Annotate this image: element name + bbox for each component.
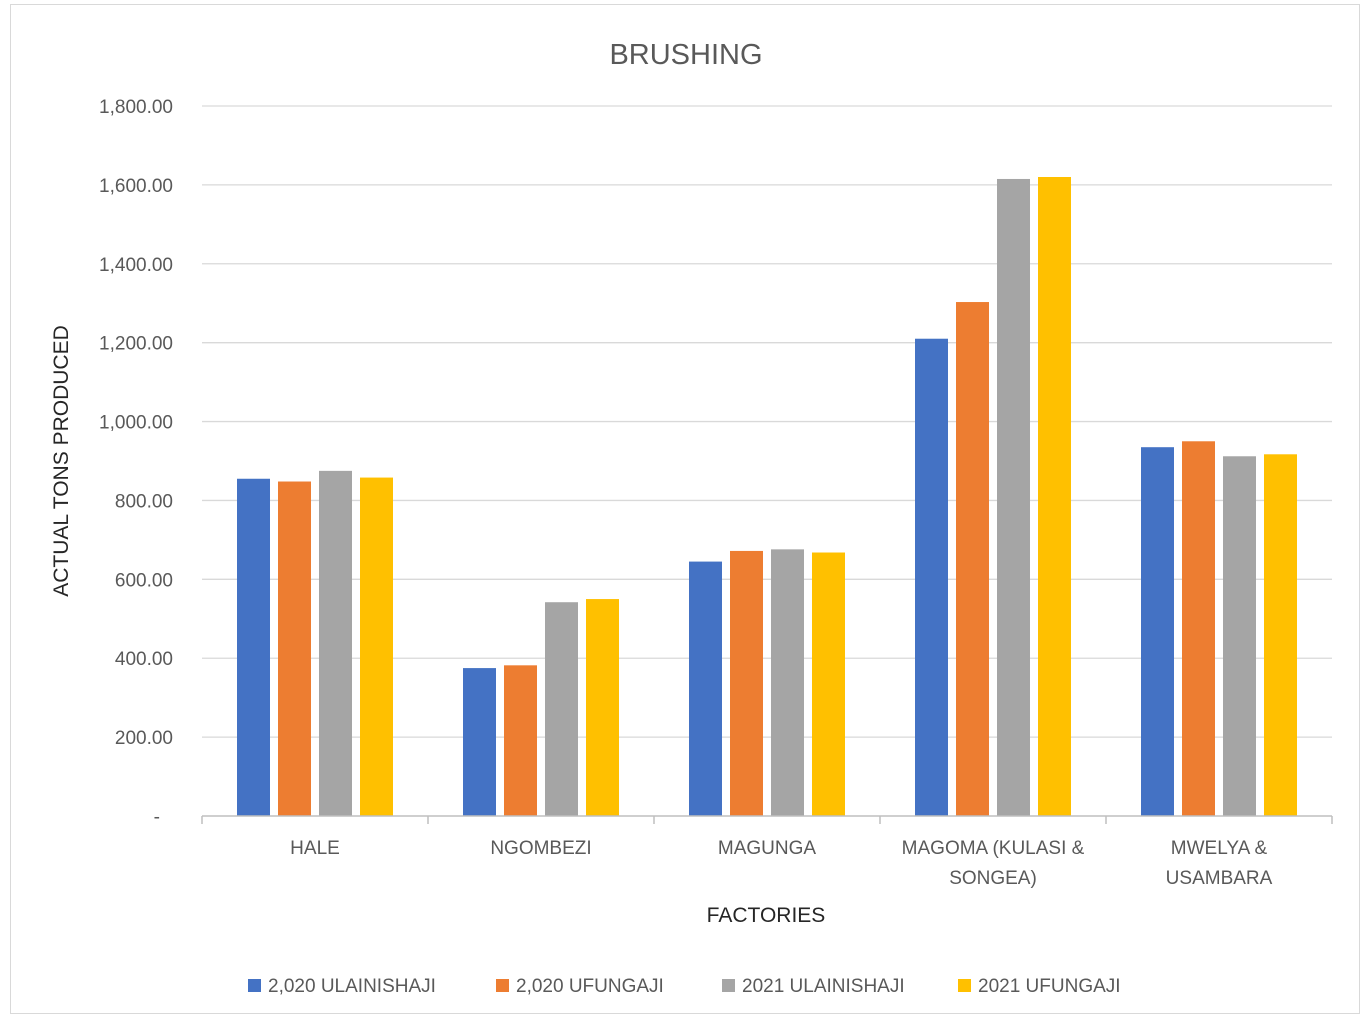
bar (237, 478, 270, 816)
x-category-label: SONGEA) (949, 868, 1037, 889)
bar (812, 552, 845, 816)
y-tick-label: 1,800.00 (99, 97, 173, 118)
y-tick-label: 1,600.00 (99, 176, 173, 197)
legend-swatch (958, 979, 971, 992)
x-category-labels: HALE NGOMBEZI MAGUNGA MAGOMA (KULASI & SONGE… (290, 838, 1272, 889)
legend-swatch (248, 979, 261, 992)
legend-label: 2021 ULAINISHAJI (742, 976, 905, 997)
bar (771, 549, 804, 816)
bar (319, 470, 352, 816)
y-tick-label: 1,200.00 (99, 334, 173, 355)
bar (997, 178, 1030, 816)
bar (915, 338, 948, 816)
bar (1141, 447, 1174, 816)
bar (278, 481, 311, 816)
legend-label: 2,020 UFUNGAJI (516, 976, 664, 997)
y-tick-labels: - 200.00 400.00 600.00 800.00 1,000.00 1,200.0… (99, 97, 173, 828)
bar (1038, 177, 1071, 816)
x-category-label: MWELYA & (1171, 838, 1268, 859)
bar (956, 302, 989, 816)
bar (1223, 456, 1256, 816)
legend-label: 2021 UFUNGAJI (978, 976, 1121, 997)
y-tick-label: 200.00 (115, 728, 173, 749)
legend: 2,020 ULAINISHAJI 2,020 UFUNGAJI 2021 ULAI… (248, 976, 1121, 997)
y-axis-title: ACTUAL TONS PRODUCED (50, 325, 73, 597)
bar (504, 665, 537, 816)
x-axis (201, 815, 1333, 824)
bar (1264, 454, 1297, 816)
bars (237, 177, 1297, 816)
x-axis-title: FACTORIES (707, 904, 826, 927)
bar (1182, 441, 1215, 816)
legend-swatch (496, 979, 509, 992)
y-tick-label: 1,400.00 (99, 255, 173, 276)
y-tick-label: 1,000.00 (99, 413, 173, 434)
x-category-label: NGOMBEZI (490, 838, 591, 859)
x-category-label: MAGUNGA (718, 838, 817, 859)
y-tick-label: 800.00 (115, 491, 173, 512)
bar (586, 599, 619, 816)
bar (545, 602, 578, 816)
bar (730, 550, 763, 816)
y-tick-label: 600.00 (115, 570, 173, 591)
legend-swatch (722, 979, 735, 992)
bar (360, 477, 393, 816)
legend-label: 2,020 ULAINISHAJI (268, 976, 436, 997)
x-category-label: USAMBARA (1166, 868, 1273, 889)
bar (689, 561, 722, 816)
y-tick-label: - (154, 807, 160, 828)
bar (463, 668, 496, 816)
x-category-label: MAGOMA (KULASI & (902, 838, 1085, 859)
chart-frame (10, 4, 1360, 1014)
chart-title: BRUSHING (609, 39, 762, 71)
y-tick-label: 400.00 (115, 649, 173, 670)
x-category-label: HALE (290, 838, 340, 859)
